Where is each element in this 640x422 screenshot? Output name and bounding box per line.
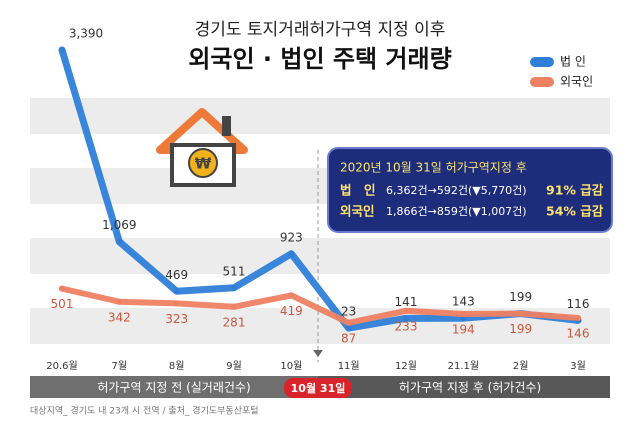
x-tick-label: 7월 (112, 360, 128, 372)
legend-label: 법 인 (560, 55, 586, 69)
x-tick-label: 3월 (570, 360, 586, 372)
data-label: 1,069 (102, 218, 136, 232)
series-line (59, 285, 581, 326)
point (116, 238, 123, 245)
point (460, 310, 467, 317)
callout-drop: 54% 급감 (546, 204, 604, 219)
data-label: 199 (509, 290, 532, 304)
svg-text:₩: ₩ (195, 155, 212, 173)
data-label: 281 (223, 315, 246, 329)
data-label: 342 (108, 310, 131, 324)
callout-drop: 91% 급감 (546, 183, 604, 198)
house-icon: ₩ (156, 108, 248, 187)
data-label: 419 (280, 304, 303, 318)
x-tick-label: 20.6월 (46, 360, 77, 372)
point (116, 298, 123, 305)
point (575, 314, 581, 321)
point (59, 285, 65, 292)
point (517, 310, 524, 317)
callout-box (327, 147, 613, 233)
data-label: 923 (280, 230, 303, 244)
divider-arrow (313, 350, 323, 357)
point (345, 319, 352, 326)
data-label: 199 (509, 322, 532, 336)
data-label: 233 (395, 319, 418, 333)
period-label: 허가구역 지정 후 (허가건수) (399, 381, 541, 395)
data-label: 323 (165, 312, 188, 326)
period-label: 허가구역 지정 전 (실거래건수) (97, 381, 250, 395)
point (231, 284, 237, 291)
x-tick-label: 10월 (280, 360, 302, 372)
x-tick-label: 21.1월 (448, 360, 479, 372)
data-label: 511 (223, 264, 246, 278)
data-label: 87 (341, 331, 356, 345)
data-label: 141 (395, 295, 418, 309)
data-label: 23 (341, 305, 356, 319)
legend-label: 외국인 (560, 75, 593, 89)
data-label: 143 (452, 295, 475, 309)
period-bar (30, 376, 318, 398)
point (173, 300, 180, 307)
point (403, 315, 409, 322)
data-label: 116 (567, 297, 590, 311)
x-tick-label: 2월 (513, 360, 529, 372)
point (59, 47, 65, 53)
x-tick-label: 8월 (169, 360, 185, 372)
stripes (30, 98, 610, 344)
point (288, 292, 295, 299)
callout-change: 1,866건→859건(▼1,007건) (386, 205, 527, 218)
callout-change: 6,362건→592건(▼5,770건) (386, 184, 527, 197)
point (288, 250, 295, 257)
callout-label: 법 인 (340, 183, 376, 198)
point (231, 303, 237, 310)
callout: 2020년 10월 31일 허가구역지정 후 법 인 6,362건→592건(▼… (327, 147, 613, 233)
x-tick-label: 11월 (338, 360, 360, 372)
chart-subtitle: 외국인 · 법인 주택 거래량 (188, 45, 451, 73)
callout-label: 외국인 (340, 204, 375, 219)
callout-title: 2020년 10월 31일 허가구역지정 후 (340, 161, 527, 175)
chart-title: 경기도 토지거래허가구역 지정 이후 (195, 20, 446, 40)
x-tick-label: 12월 (395, 360, 417, 372)
period-marker (284, 378, 352, 398)
point (403, 307, 409, 314)
data-label: 501 (51, 297, 74, 311)
x-tick-label: 9월 (226, 360, 242, 372)
stripe (30, 98, 610, 134)
point (345, 325, 352, 332)
source: 대상지역_ 경기도 내 23개 시 전역 / 출처_ 경기도부동산포털 (30, 405, 259, 417)
data-label: 3,390 (69, 27, 103, 41)
data-label: 146 (567, 326, 590, 340)
data-label: 469 (165, 268, 188, 282)
data-label: 194 (452, 322, 475, 336)
legend-swatch (530, 57, 554, 67)
period-marker-label: 10월 31일 (291, 381, 346, 395)
legend-swatch (530, 77, 554, 87)
point (173, 288, 180, 295)
period-bar (318, 376, 610, 398)
